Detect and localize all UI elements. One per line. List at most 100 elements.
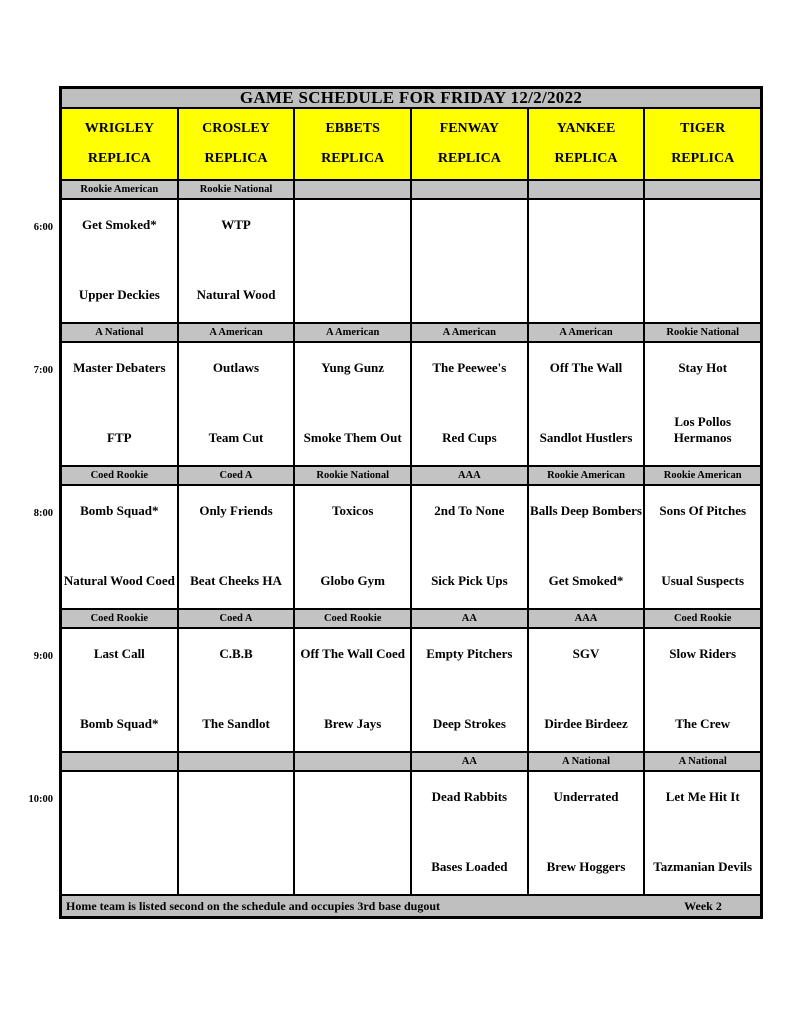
home-team: Brew Jays: [324, 715, 382, 731]
division-label: Coed A: [179, 467, 296, 484]
division-label: AA: [412, 610, 529, 627]
home-team: Team Cut: [208, 429, 264, 445]
away-team: WTP: [221, 217, 251, 232]
division-label: Rookie National: [179, 181, 296, 198]
game-cell: Toxicos Globo Gym: [295, 486, 413, 608]
away-team: Outlaws: [212, 360, 260, 375]
home-team: Usual Suspects: [661, 572, 745, 588]
division-label: A American: [529, 324, 646, 341]
division-label: A National: [529, 753, 646, 770]
game-cell: Sons Of Pitches Usual Suspects: [645, 486, 760, 608]
game-cell: [529, 200, 646, 322]
game-cell: Slow Riders The Crew: [645, 629, 760, 751]
home-team: Dirdee Birdeez: [544, 715, 628, 731]
game-row: Bomb Squad* Natural Wood Coed Only Friends…: [62, 486, 760, 608]
game-cell: Master Debaters FTP: [62, 343, 179, 465]
division-label: Coed Rookie: [673, 613, 732, 624]
field-name: CROSLEY: [202, 121, 270, 136]
game-cell: Dead Rabbits Bases Loaded: [412, 772, 529, 894]
home-team: Globo Gym: [320, 572, 385, 588]
division-row: Coed Rookie Coed A Rookie National AAA Rooki…: [62, 465, 760, 486]
field-header-tiger: TIGER REPLICA: [645, 109, 761, 179]
game-row: Dead Rabbits Bases Loaded Underrated Brew H…: [62, 772, 760, 894]
field-type: REPLICA: [437, 151, 501, 166]
division-label: Coed Rookie: [295, 610, 413, 627]
division-label: Rookie American: [62, 181, 179, 198]
field-type: REPLICA: [87, 151, 151, 166]
time-label: 8:00: [33, 508, 53, 519]
home-team: Sick Pick Ups: [431, 572, 508, 588]
division-label: [179, 753, 296, 770]
division-label: [62, 753, 179, 770]
away-team: Yung Gunz: [321, 360, 385, 375]
home-team: The Crew: [675, 715, 731, 731]
away-team: SGV: [572, 646, 600, 661]
game-cell: SGV Dirdee Birdeez: [529, 629, 646, 751]
game-cell: [412, 200, 529, 322]
division-row: Rookie American Rookie National: [62, 179, 760, 200]
away-team: Underrated: [553, 789, 619, 804]
division-label: Rookie American: [529, 467, 646, 484]
away-team: 2nd To None: [434, 503, 505, 518]
home-team: Deep Strokes: [432, 715, 506, 731]
division-label: A American: [295, 324, 413, 341]
game-cell: Let Me Hit It Tazmanian Devils: [645, 772, 760, 894]
game-cell: Empty Pitchers Deep Strokes: [412, 629, 529, 751]
game-cell: C.B.B The Sandlot: [179, 629, 296, 751]
away-team: Get Smoked*: [81, 217, 157, 232]
field-header-crosley: CROSLEY REPLICA: [178, 109, 296, 179]
away-team: Only Friends: [199, 503, 273, 518]
home-team: Get Smoked*: [548, 572, 624, 588]
game-cell: The Peewee's Red Cups: [412, 343, 529, 465]
division-label: [412, 181, 529, 198]
field-header-wrigley: WRIGLEY REPLICA: [62, 109, 179, 179]
away-team: The Peewee's: [432, 360, 507, 375]
game-row: Get Smoked* Upper Deckies WTP Natural Wood: [62, 200, 760, 322]
away-team: Dead Rabbits: [431, 789, 508, 804]
away-team: Off The Wall Coed: [300, 646, 405, 661]
game-cell: [295, 772, 413, 894]
field-name: WRIGLEY: [84, 121, 154, 136]
time-label: 10:00: [28, 794, 54, 805]
time-label: 7:00: [33, 365, 53, 376]
game-cell: Only Friends Beat Cheeks HA: [179, 486, 296, 608]
home-team: Los Pollos Hermanos: [673, 413, 732, 445]
game-cell: [295, 200, 413, 322]
home-team: Red Cups: [442, 429, 497, 445]
away-team: Balls Deep Bombers: [530, 503, 642, 518]
game-cell: Off The Wall Coed Brew Jays: [295, 629, 413, 751]
away-team: Empty Pitchers: [426, 646, 513, 661]
home-team: Bases Loaded: [431, 858, 508, 874]
division-row: Coed Rookie Coed A Coed Rookie AA AAA Coed Ro…: [62, 608, 760, 629]
away-team: Let Me Hit It: [665, 789, 740, 804]
division-row: A National A American A American A American…: [62, 322, 760, 343]
division-label: AA: [412, 753, 529, 770]
home-team-note: Home team is listed second on the schedu…: [66, 898, 441, 913]
home-team: Upper Deckies: [78, 286, 160, 302]
field-name: YANKEE: [556, 121, 616, 136]
home-team: Smoke Them Out: [303, 429, 402, 445]
away-team: Master Debaters: [73, 360, 166, 375]
field-header-ebbets: EBBETS REPLICA: [295, 109, 413, 179]
away-team: Toxicos: [331, 503, 374, 518]
game-cell: 2nd To None Sick Pick Ups: [412, 486, 529, 608]
field-type: REPLICA: [204, 151, 268, 166]
schedule-title: GAME SCHEDULE FOR FRIDAY 12/2/2022: [62, 88, 760, 109]
away-team: Stay Hot: [678, 360, 728, 375]
away-team: Bomb Squad*: [80, 503, 159, 518]
game-cell: Bomb Squad* Natural Wood Coed: [62, 486, 179, 608]
home-team: Natural Wood: [196, 286, 276, 302]
division-label: [529, 181, 646, 198]
division-label: [295, 181, 413, 198]
game-cell: Outlaws Team Cut: [179, 343, 296, 465]
division-label: Coed Rookie: [62, 467, 179, 484]
time-label: 6:00: [33, 222, 53, 233]
away-team: C.B.B: [219, 646, 253, 661]
home-team: Natural Wood Coed: [63, 572, 175, 588]
division-label: A National: [62, 324, 179, 341]
division-label: AAA: [412, 467, 529, 484]
division-label: Rookie National: [295, 467, 413, 484]
division-label: A National: [678, 756, 727, 767]
home-team: Tazmanian Devils: [653, 858, 753, 874]
game-cell: Stay Hot Los Pollos Hermanos: [645, 343, 760, 465]
